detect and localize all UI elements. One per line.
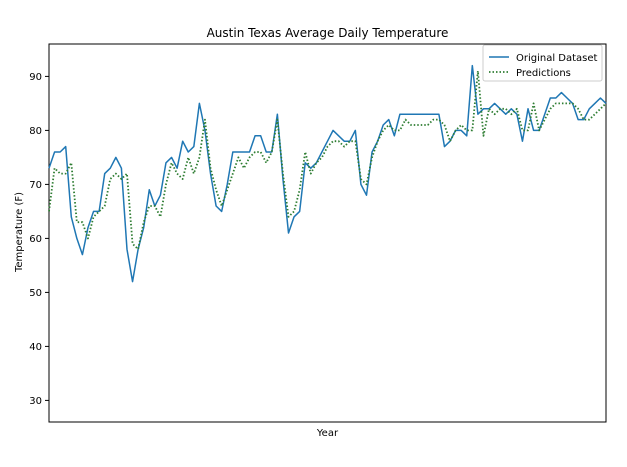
y-tick-label: 80	[29, 126, 42, 137]
y-tick-label: 90	[29, 72, 42, 83]
legend-label-predictions: Predictions	[516, 68, 571, 79]
y-tick-label: 60	[29, 234, 42, 245]
series-layer	[48, 64, 607, 283]
legend: Original Dataset Predictions	[482, 44, 603, 82]
series-line-predictions	[48, 70, 607, 251]
legend-box	[482, 44, 603, 82]
chart-title: Austin Texas Average Daily Temperature	[207, 26, 449, 40]
plot-area	[48, 43, 607, 423]
legend-label-original: Original Dataset	[516, 53, 598, 64]
y-axis-ticks: 30 40 50 60 70 80 90	[29, 72, 49, 407]
series-line-original	[48, 64, 607, 283]
y-axis-label: Temperature (F)	[14, 192, 25, 273]
x-axis-label: Year	[316, 428, 339, 439]
plot-frame	[48, 43, 607, 423]
y-tick-label: 70	[29, 180, 42, 191]
y-tick-label: 50	[29, 288, 42, 299]
y-tick-label: 30	[29, 396, 42, 407]
y-tick-label: 40	[29, 342, 42, 353]
